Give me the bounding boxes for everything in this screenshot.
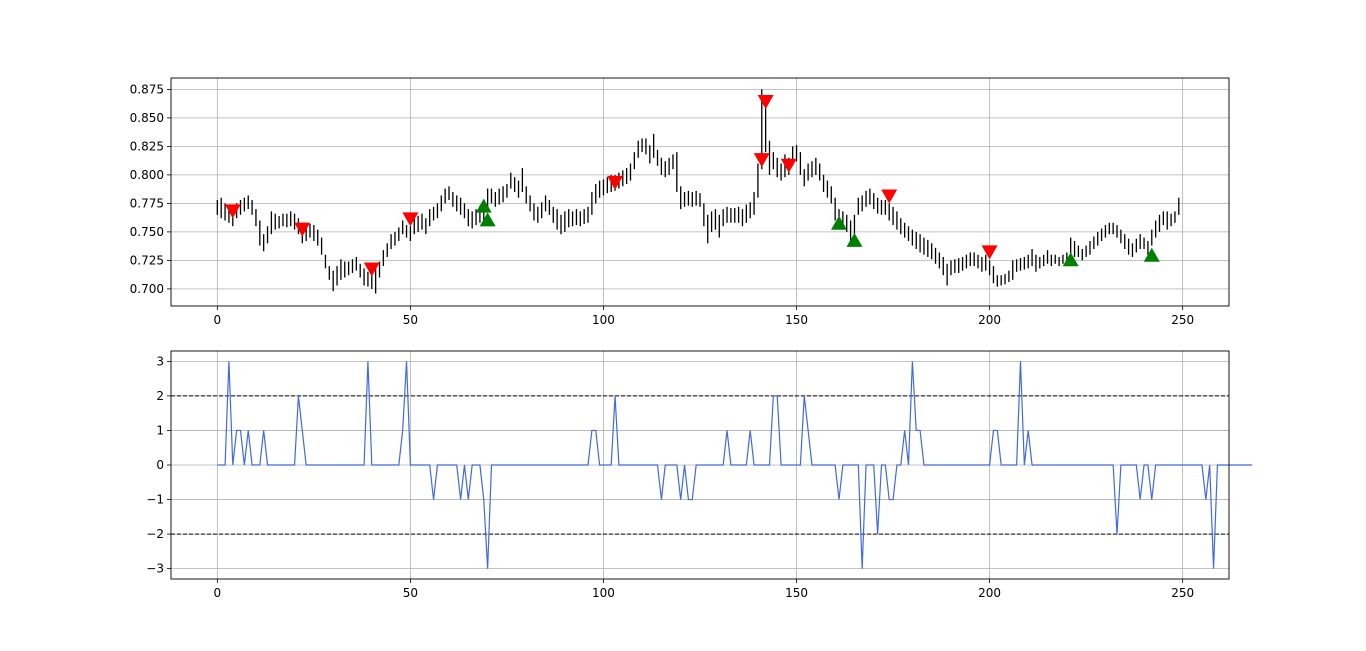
x-tick-label: 250 xyxy=(1171,313,1194,327)
sell-signal-marker xyxy=(402,212,419,227)
y-tick-label: 2 xyxy=(156,389,164,403)
y-tick-label: 0.850 xyxy=(130,111,164,125)
x-tick-label: 150 xyxy=(785,586,808,600)
sell-signal-marker xyxy=(753,153,770,168)
sell-signal-marker xyxy=(607,175,624,190)
x-tick-label: 100 xyxy=(592,586,615,600)
buy-signal-marker xyxy=(1062,252,1079,267)
sell-signal-marker xyxy=(780,158,797,173)
y-tick-label: 0.875 xyxy=(130,82,164,96)
y-tick-label: −2 xyxy=(146,527,164,541)
x-tick-label: 250 xyxy=(1171,586,1194,600)
x-tick-label: 0 xyxy=(214,313,222,327)
x-tick-label: 50 xyxy=(403,586,418,600)
sell-signal-marker xyxy=(881,189,898,204)
price-panel: 0 50 100 150 200 250 0.700 0.725 0.750 0.775 0.800… xyxy=(130,77,1230,327)
y-tick-label: 0.750 xyxy=(130,225,164,239)
sell-signal-marker xyxy=(363,262,380,277)
sell-signal-marker xyxy=(224,204,241,219)
sell-signal-marker xyxy=(757,94,774,109)
buy-signal-marker xyxy=(846,232,863,247)
x-tick-label: 200 xyxy=(978,586,1001,600)
indicator-panel: 0 50 100 150 200 250 −3 −2 −1 0 1 2 3 xyxy=(146,350,1253,600)
indicator-line xyxy=(217,361,1253,569)
x-tick-label: 200 xyxy=(978,313,1001,327)
y-tick-label: 1 xyxy=(156,423,164,437)
buy-signal-marker xyxy=(831,215,848,230)
x-tick-label: 150 xyxy=(785,313,808,327)
y-tick-label: 0.825 xyxy=(130,139,164,153)
y-tick-label: −3 xyxy=(146,562,164,576)
y-tick-label: 0.700 xyxy=(130,282,164,296)
sell-signal-marker xyxy=(294,222,311,237)
buy-signal-marker xyxy=(479,212,496,227)
y-tick-label: 0.800 xyxy=(130,168,164,182)
sell-signal-marker xyxy=(981,245,998,260)
y-tick-label: 0.775 xyxy=(130,196,164,210)
y-tick-label: 0.725 xyxy=(130,253,164,267)
buy-signal-marker xyxy=(1143,247,1160,262)
y-tick-label: 0 xyxy=(156,458,164,472)
x-tick-label: 50 xyxy=(403,313,418,327)
x-tick-label: 100 xyxy=(592,313,615,327)
buy-signal-marker xyxy=(475,198,492,213)
y-tick-label: −1 xyxy=(146,493,164,507)
axes-frame xyxy=(170,77,1230,307)
x-tick-label: 0 xyxy=(214,586,222,600)
y-tick-label: 3 xyxy=(156,354,164,368)
